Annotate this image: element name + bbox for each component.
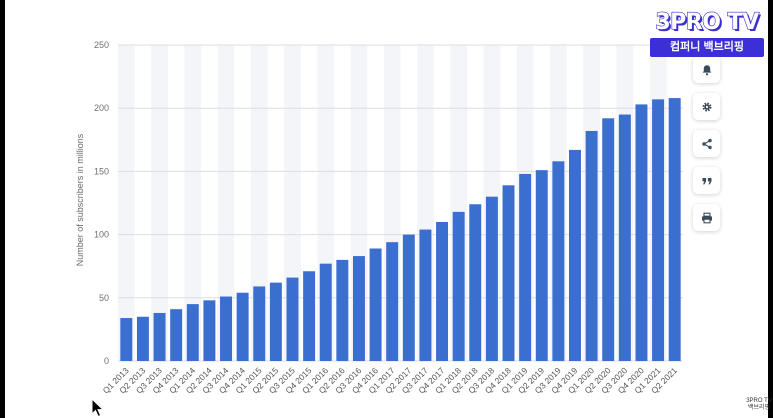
print-button[interactable] xyxy=(693,204,720,231)
y-tick-label: 250 xyxy=(94,40,109,50)
settings-button[interactable] xyxy=(693,93,720,120)
bar[interactable] xyxy=(203,300,216,361)
chart-toolbar xyxy=(693,56,725,241)
share-button[interactable] xyxy=(693,130,720,157)
bars xyxy=(120,98,681,362)
bar[interactable] xyxy=(585,130,598,361)
bell-icon xyxy=(702,64,711,75)
bar[interactable] xyxy=(519,173,532,361)
y-tick-label: 0 xyxy=(104,356,109,366)
bar[interactable] xyxy=(569,149,581,361)
channel-logo-subtitle: 컴퍼니 백브리핑 xyxy=(650,38,764,57)
bar[interactable] xyxy=(269,282,282,361)
bar[interactable] xyxy=(436,221,449,361)
bar[interactable] xyxy=(186,304,199,361)
print-icon xyxy=(701,212,712,223)
bar[interactable] xyxy=(352,256,365,361)
notification-button[interactable] xyxy=(693,56,720,83)
y-tick-label: 200 xyxy=(94,103,109,113)
column-band xyxy=(151,45,168,361)
y-tick-label: 100 xyxy=(94,230,109,240)
bar[interactable] xyxy=(485,196,498,361)
bar[interactable] xyxy=(170,309,183,361)
column-band xyxy=(250,45,268,361)
bar[interactable] xyxy=(502,185,515,361)
column-band xyxy=(118,45,135,361)
y-tick-labels: 0 50 100 150 200 250 xyxy=(94,40,109,366)
column-band xyxy=(184,45,202,361)
bar[interactable] xyxy=(120,318,133,361)
bar[interactable] xyxy=(253,286,266,361)
y-tick-label: 150 xyxy=(94,166,109,176)
bar[interactable] xyxy=(402,234,415,361)
bar[interactable] xyxy=(635,104,648,362)
gear-icon xyxy=(701,101,712,112)
bar[interactable] xyxy=(236,292,249,361)
bar[interactable] xyxy=(153,312,166,361)
bar[interactable] xyxy=(602,118,615,361)
bar[interactable] xyxy=(419,229,432,361)
y-axis-title: Number of subscribers in millions xyxy=(75,133,85,267)
bar[interactable] xyxy=(452,211,465,361)
bar[interactable] xyxy=(469,204,482,361)
bar[interactable] xyxy=(652,99,665,362)
channel-logo-title: 3PRO TV xyxy=(655,9,760,35)
bar[interactable] xyxy=(319,263,332,361)
bar[interactable] xyxy=(336,259,349,361)
quote-icon xyxy=(702,177,711,184)
corner-watermark: 3PRO TV 백브리핑 xyxy=(746,398,772,411)
column-band xyxy=(217,45,235,361)
bar[interactable] xyxy=(668,98,681,361)
bar[interactable] xyxy=(618,114,631,362)
bar[interactable] xyxy=(303,271,316,361)
bar[interactable] xyxy=(286,277,299,361)
share-icon xyxy=(701,138,712,149)
bar[interactable] xyxy=(220,296,232,361)
mouse-cursor-icon xyxy=(91,398,105,418)
channel-logo: 3PRO TV 컴퍼니 백브리핑 xyxy=(650,9,766,60)
bar[interactable] xyxy=(552,161,565,361)
bar[interactable] xyxy=(136,316,149,361)
screen: 0 50 100 150 200 250 Q1 2013 Q2 2013 Q3 2013 Q4 … xyxy=(5,0,768,418)
y-tick-label: 50 xyxy=(99,293,109,303)
cite-button[interactable] xyxy=(693,167,720,194)
bar[interactable] xyxy=(369,248,382,361)
bar[interactable] xyxy=(386,242,399,361)
bar[interactable] xyxy=(535,170,548,361)
